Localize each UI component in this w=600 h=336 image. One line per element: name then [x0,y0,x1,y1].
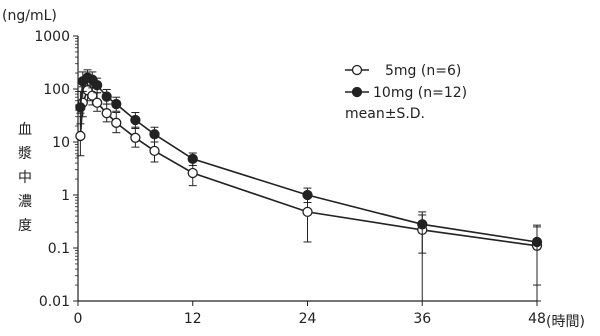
data-point [111,117,122,128]
x-tick-label: 48 [528,311,546,327]
data-point [302,206,313,218]
data-point [111,98,122,110]
data-point [75,130,86,142]
y-tick-label: 1000 [34,29,70,45]
y-tick-label: 10 [52,135,70,151]
data-point [101,91,112,102]
y-axis-title-char: 漿 [18,146,32,162]
data-point [130,132,141,143]
x-tick-label: 24 [299,311,317,327]
y-axis-title-char: 度 [18,218,32,234]
legend: 5mg (n=6) 10mg (n=12) mean±S.D. [345,63,467,122]
y-axis-title-char: 濃 [18,194,32,210]
data-point [75,102,86,113]
x-tick-label: 0 [74,311,83,327]
series-2 [75,69,543,286]
y-tick-label: 100 [43,82,70,98]
y-tick-label: 1 [61,188,70,204]
x-tick-label: 12 [184,311,202,327]
legend-marker [351,64,363,76]
data-point [149,145,160,157]
y-axis-title-char: 血 [18,122,32,138]
data-point [187,167,198,179]
data-point [87,90,98,101]
series-line [79,76,538,243]
x-tick-label: 36 [413,311,431,327]
y-tick-label: 0.1 [48,241,70,257]
series-line [79,88,538,247]
series-layer [75,69,543,302]
data-point [531,236,543,248]
x-unit-label: (時間) [546,314,585,330]
y-tick-label: 0.01 [39,294,70,310]
data-point [91,97,103,108]
data-point [302,189,313,201]
data-point [91,80,103,91]
data-point [101,108,112,119]
data-point [149,129,160,140]
legend-note: mean±S.D. [345,106,425,122]
legend-marker [351,86,363,98]
legend-label: 10mg (n=12) [373,85,467,101]
data-point [187,153,198,165]
data-point [130,114,141,126]
y-unit-label: (ng/mL) [2,8,57,24]
legend-label: 5mg (n=6) [385,63,461,79]
y-axis-title-char: 中 [18,170,32,186]
axes: 0.01 0.1 1 10 100 1000 0 12 24 36 48 [34,29,546,327]
data-point [417,219,428,230]
